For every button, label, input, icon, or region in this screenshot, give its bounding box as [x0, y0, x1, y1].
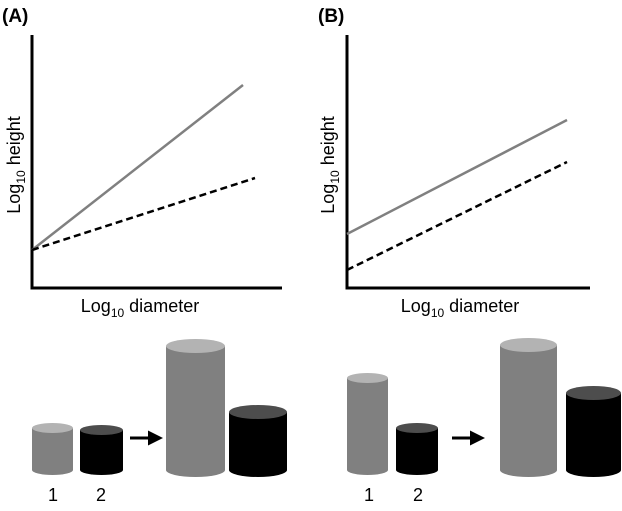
cylinder-black-large: [566, 386, 621, 477]
cylinder-black-small: [396, 423, 438, 475]
cylinder-label: 2: [96, 485, 106, 505]
cylinder-gray-small: [347, 373, 388, 475]
panel-label: (A): [2, 6, 28, 27]
axes: [345, 35, 590, 290]
cylinder-gray-large: [500, 338, 557, 477]
cylinder-black-large: [229, 405, 287, 477]
solid-line: [31, 84, 244, 251]
cylinder-label: 1: [364, 485, 374, 505]
panel-a: (A) Log10 height Log10 diameter 1 2: [2, 6, 287, 505]
cylinder-label: 1: [48, 485, 58, 505]
label-part: height: [4, 116, 24, 170]
solid-line: [346, 118, 568, 236]
label-part: 10: [431, 306, 445, 320]
x-axis-label: Log10 diameter: [81, 296, 199, 320]
label-part: 10: [328, 170, 342, 184]
label-part: Log: [401, 296, 431, 316]
label-part: diameter: [444, 296, 519, 316]
dashed-line: [346, 160, 568, 272]
x-axis-label: Log10 diameter: [401, 296, 519, 320]
label-part: Log: [81, 296, 111, 316]
label-part: Log: [4, 184, 24, 214]
label-part: 10: [14, 170, 28, 184]
y-axis-label: Log10 height: [4, 116, 28, 213]
cylinder-gray-small: [32, 423, 73, 475]
panel-b: (B) Log10 height Log10 diameter 1 2: [318, 6, 621, 505]
y-axis-label: Log10 height: [318, 116, 342, 213]
label-part: diameter: [124, 296, 199, 316]
cylinder-gray-large: [166, 339, 225, 477]
cylinder-label: 2: [413, 485, 423, 505]
dashed-line: [31, 176, 256, 252]
axes: [30, 35, 282, 290]
label-part: 10: [111, 306, 125, 320]
label-part: Log: [318, 184, 338, 214]
panel-label: (B): [318, 6, 344, 27]
cylinder-black-small: [80, 425, 123, 475]
label-part: height: [318, 116, 338, 170]
